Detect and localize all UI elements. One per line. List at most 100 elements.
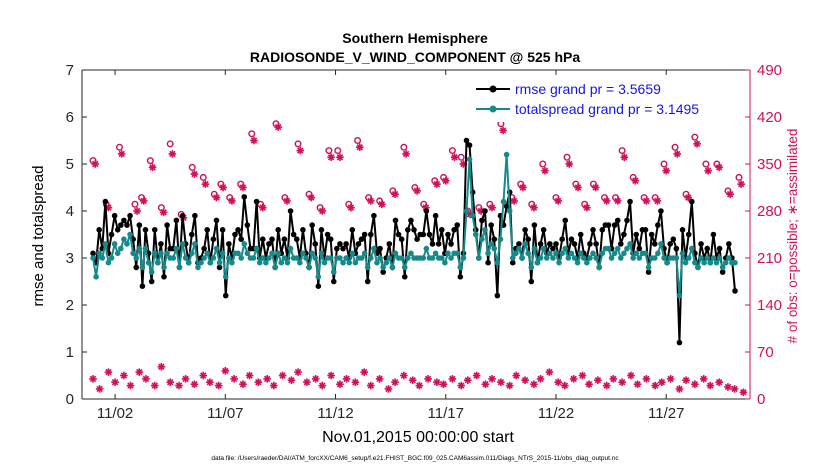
spread-point [497,236,504,242]
y-tick-label-right: 210 [757,250,782,267]
spread-point [364,264,371,271]
obs-assimilated-marker [602,197,611,205]
spread-point [272,264,278,271]
spread-point [726,255,732,261]
spread-point [250,255,257,261]
obs-assimilated-marker [296,146,305,155]
spread-point [679,250,686,257]
rmse-point [355,241,362,247]
spread-point [645,264,652,271]
x-axis-label: Nov.01,2015 00:00:00 start [322,429,514,446]
obs-assimilated-low-marker [166,378,174,387]
spread-point [321,259,328,266]
spread-point [722,259,729,266]
spread-point [216,259,223,266]
spread-point [568,250,575,257]
spread-point [207,259,214,266]
rmse-point [590,227,596,233]
rmse-point [531,222,538,228]
rmse-point [503,203,510,210]
rmse-point [571,241,578,247]
obs-assimilated-low-marker [199,371,208,380]
spread-point [155,259,161,266]
spread-point [392,250,399,257]
spread-point [266,255,272,261]
obs-assimilated-low-marker [618,378,626,387]
obs-assimilated-low-marker [651,381,660,390]
spread-point [303,255,309,261]
obs-assimilated-low-marker [375,375,384,383]
footnote: data file: /Users/raeder/DAI/ATM_forcXX/… [211,455,619,462]
rmse-point [318,227,325,233]
obs-assimilated-marker [519,183,527,192]
spread-point [108,255,115,261]
x-tick-label: 11/02 [97,405,133,422]
obs-assimilated-low-marker [415,381,424,390]
rmse-point [216,264,223,271]
rmse-point [550,245,556,252]
obs-assimilated-low-marker [270,381,278,390]
spread-point [368,255,374,261]
obs-assimilated-low-marker [699,375,708,383]
rmse-point [386,241,393,247]
spread-point [559,250,565,257]
obs-assimilated-low-marker [303,378,311,387]
obs-assimilated-low-marker [521,376,529,384]
obs-possible-marker [294,140,302,148]
obs-assimilated-marker [402,150,410,158]
y-tick-label-left: 6 [66,109,74,126]
y-tick-label-left: 4 [66,203,74,220]
obs-possible-marker [660,160,668,168]
spread-point [340,259,346,266]
rmse-point [358,236,365,242]
spread-point [580,255,587,261]
obs-assimilated-low-marker [367,381,375,390]
spread-point [281,255,288,261]
obs-assimilated-low-marker [569,375,578,383]
rmse-point [522,227,528,233]
rmse-point [547,241,553,247]
obs-assimilated-marker [583,203,591,212]
obs-assimilated-marker [530,203,538,212]
spread-point [543,255,550,261]
spread-point [386,255,393,261]
rmse-point [559,236,565,242]
rmse-point [732,288,738,294]
spread-point [374,259,380,266]
rmse-point [124,222,130,228]
spread-point [463,208,470,214]
obs-assimilated-low-marker [327,371,335,380]
spread-point [198,259,204,266]
spread-point [300,250,306,257]
spread-point [488,241,494,247]
y-tick-label-right: 490 [757,62,782,79]
rmse-point [204,227,211,233]
spread-point [658,241,664,247]
obs-assimilated-marker [620,153,629,162]
spread-point [516,245,522,252]
rmse-point [201,245,207,252]
rmse-point [642,227,649,233]
spread-point [466,156,473,163]
spread-point [173,245,180,252]
spread-point [420,255,427,261]
obs-assimilated-marker [591,183,600,192]
obs-assimilated-low-marker [294,368,302,376]
spread-point [377,255,383,261]
obs-assimilated-marker [219,183,227,192]
obs-possible-marker [563,153,571,161]
obs-assimilated-low-marker [175,381,183,390]
rmse-point [624,217,630,224]
spread-point [293,255,300,261]
rmse-point [136,222,143,228]
rmse-point [337,241,343,247]
spread-point [556,259,562,266]
spread-point [139,264,146,271]
spread-point [503,151,510,158]
spread-point [182,255,189,261]
x-tick-label: 11/17 [428,405,464,422]
spread-point [259,255,266,261]
spread-point [358,255,365,261]
rmse-point [127,212,133,219]
spread-point [383,259,390,266]
